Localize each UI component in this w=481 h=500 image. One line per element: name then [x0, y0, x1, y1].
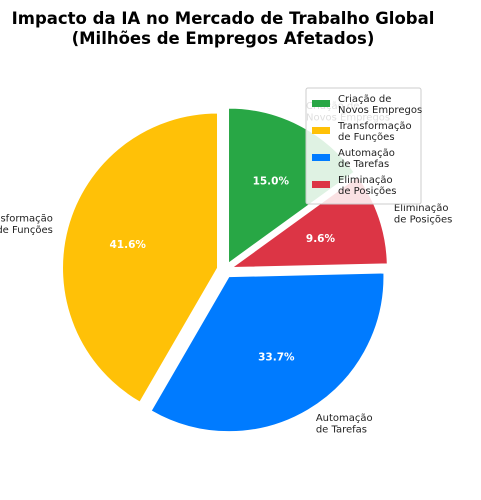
pct-label-criacao-de-novos-empregos: 15.0% [253, 175, 290, 187]
percent-labels: 15.0% 9.6% 33.7% 41.6% [109, 175, 335, 363]
slice-label-automacao-de-tarefas: Automação de Tarefas [316, 413, 373, 436]
legend-swatch-criacao-de-novos-empregos [312, 100, 330, 107]
slice-label-eliminacao-de-posicoes: Eliminação de Posições [394, 203, 452, 226]
legend-label-automacao-de-tarefas: Automação de Tarefas [338, 148, 395, 170]
pct-label-eliminacao-de-posicoes: 9.6% [306, 233, 336, 245]
legend-swatch-transformacao-de-funcoes [312, 127, 330, 134]
slice-automacao-de-tarefas [150, 272, 385, 433]
legend-label-criacao-de-novos-empregos: Criação de Novos Empregos [338, 94, 422, 116]
legend-swatch-automacao-de-tarefas [312, 154, 330, 161]
legend-box [305, 87, 422, 205]
pie-slices [62, 107, 388, 433]
legend: Criação de Novos Empregos Transformação de … [305, 87, 422, 205]
legend-label-transformacao-de-funcoes: Transformação de Funções [337, 121, 412, 143]
pct-label-automacao-de-tarefas: 33.7% [258, 352, 295, 364]
legend-swatch-eliminacao-de-posicoes [312, 181, 330, 188]
chart-title-line-2: (Milhões de Empregos Afetados) [72, 29, 375, 48]
slice-transformacao-de-funcoes [62, 112, 219, 403]
pct-label-transformacao-de-funcoes: 41.6% [109, 239, 146, 251]
chart-title-line-1: Impacto da IA no Mercado de Trabalho Glo… [12, 9, 435, 28]
legend-label-eliminacao-de-posicoes: Eliminação de Posições [338, 175, 396, 197]
